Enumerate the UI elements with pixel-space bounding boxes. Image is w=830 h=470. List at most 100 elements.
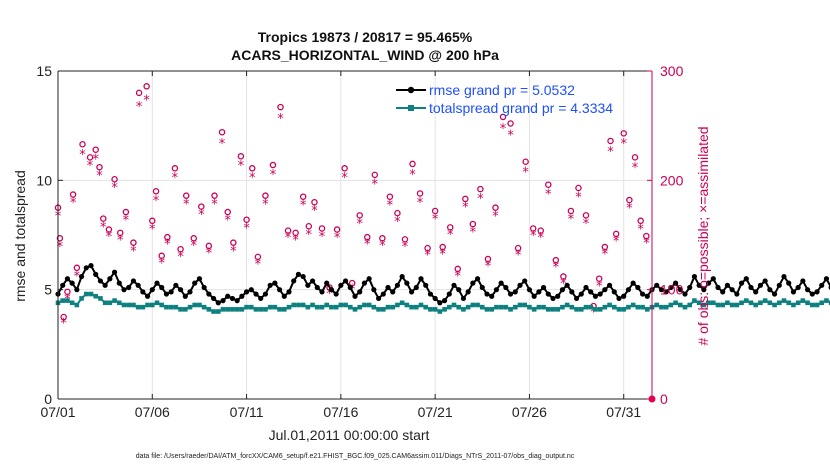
totalspread-point	[484, 307, 490, 312]
obs-possible-point	[224, 208, 231, 216]
obs-assimilated-point: *	[211, 197, 218, 212]
totalspread-point	[145, 302, 150, 308]
rmse-point	[286, 289, 292, 295]
legend-entry-1: totalspread grand pr = 4.3334	[429, 100, 613, 116]
totalspread-point	[112, 298, 117, 303]
obs-possible-point	[529, 225, 537, 232]
totalspread-point	[277, 307, 282, 312]
rmse-point	[319, 289, 325, 295]
y2-tick-label: 100	[660, 282, 684, 298]
obs-assimilated-point: *	[455, 269, 462, 284]
obs-possible-point	[56, 235, 64, 242]
rmse-point	[427, 291, 434, 297]
totalspread-point	[479, 304, 485, 310]
totalspread-point	[314, 304, 320, 310]
obs-assimilated-point: *	[60, 316, 67, 331]
obs-possible-point	[311, 198, 318, 206]
rmse-point	[474, 276, 481, 282]
rmse-point	[215, 300, 221, 306]
totalspread-point	[654, 302, 660, 308]
obs-possible-point	[439, 243, 446, 251]
rmse-point	[493, 287, 500, 293]
obs-assimilated-point: *	[620, 137, 627, 152]
totalspread-point	[692, 298, 697, 303]
totalspread-point	[644, 307, 650, 312]
totalspread-point	[541, 304, 546, 310]
obs-possible-point	[243, 216, 250, 223]
obs-assimilated-point: *	[96, 169, 103, 184]
obs-assimilated-point: *	[409, 168, 416, 183]
obs-possible-point	[164, 233, 171, 241]
rmse-point	[390, 289, 396, 295]
rmse-point	[705, 280, 712, 286]
obs-assimilated-point: *	[364, 238, 371, 253]
rmse-point	[479, 284, 485, 291]
rmse-point	[762, 278, 768, 284]
obs-assimilated-point: *	[402, 240, 409, 255]
rmse-point	[710, 276, 716, 282]
x-tick-label: 07/11	[230, 404, 264, 420]
totalspread-point	[182, 307, 188, 312]
obs-possible-point	[637, 217, 644, 225]
rmse-point	[696, 282, 702, 288]
obs-possible-point	[262, 192, 269, 199]
obs-possible-point	[537, 227, 544, 234]
totalspread-point	[116, 300, 122, 306]
rmse-point	[715, 284, 721, 291]
rmse-point	[309, 278, 316, 284]
totalspread-point	[418, 302, 424, 308]
obs-assimilated-point: *	[607, 145, 614, 160]
legend-entry-0: rmse grand pr = 5.0532	[429, 82, 575, 98]
obs-assimilated-point: *	[111, 181, 118, 196]
obs-possible-point	[284, 227, 292, 234]
rmse-point	[201, 284, 207, 291]
rmse-point	[413, 284, 419, 291]
totalspread-point	[696, 300, 702, 306]
totalspread-point	[531, 307, 537, 312]
totalspread-point	[428, 307, 433, 312]
rmse-point	[729, 287, 735, 293]
obs-possible-point	[292, 229, 299, 237]
rmse-point	[446, 291, 452, 297]
obs-possible-point	[575, 184, 582, 192]
obs-possible-point	[341, 165, 348, 172]
obs-possible-point	[492, 204, 499, 211]
obs-assimilated-point: *	[183, 197, 190, 212]
obs-assimilated-point: *	[596, 279, 603, 294]
obs-possible-point	[612, 230, 620, 238]
totalspread-point	[343, 302, 348, 308]
y2-tick-label: 300	[660, 63, 684, 79]
obs-possible-point	[116, 229, 124, 237]
totalspread-point	[630, 302, 636, 308]
rmse-point	[111, 269, 118, 275]
obs-possible-point	[386, 193, 394, 200]
totalspread-point	[800, 298, 806, 303]
rmse-point	[748, 284, 754, 291]
rmse-point	[795, 284, 801, 291]
totalspread-point	[795, 300, 801, 306]
totalspread-point	[366, 302, 372, 308]
obs-possible-point	[424, 244, 431, 252]
obs-possible-point	[507, 120, 514, 127]
rmse-point	[592, 293, 599, 299]
totalspread-point	[310, 302, 315, 308]
rmse-point	[121, 287, 127, 293]
obs-assimilated-point: *	[153, 194, 160, 209]
legend: rmse grand pr = 5.0532 totalspread grand …	[396, 82, 613, 116]
totalspread-point	[121, 302, 127, 308]
obs-possible-point	[522, 158, 529, 165]
rmse-point	[484, 291, 490, 297]
obs-assimilated-point: *	[575, 191, 582, 206]
rmse-point	[187, 289, 193, 295]
obs-assimilated-point: *	[522, 166, 529, 181]
totalspread-point	[437, 309, 443, 314]
obs-assimilated-point: *	[130, 244, 137, 259]
rmse-point	[691, 273, 698, 280]
rmse-point	[630, 280, 636, 286]
totalspread-point	[333, 304, 339, 310]
totalspread-point	[461, 307, 466, 312]
totalspread-point	[291, 302, 297, 308]
totalspread-point	[494, 304, 499, 310]
obs-possible-point	[631, 154, 639, 161]
obs-possible-point	[158, 252, 165, 260]
